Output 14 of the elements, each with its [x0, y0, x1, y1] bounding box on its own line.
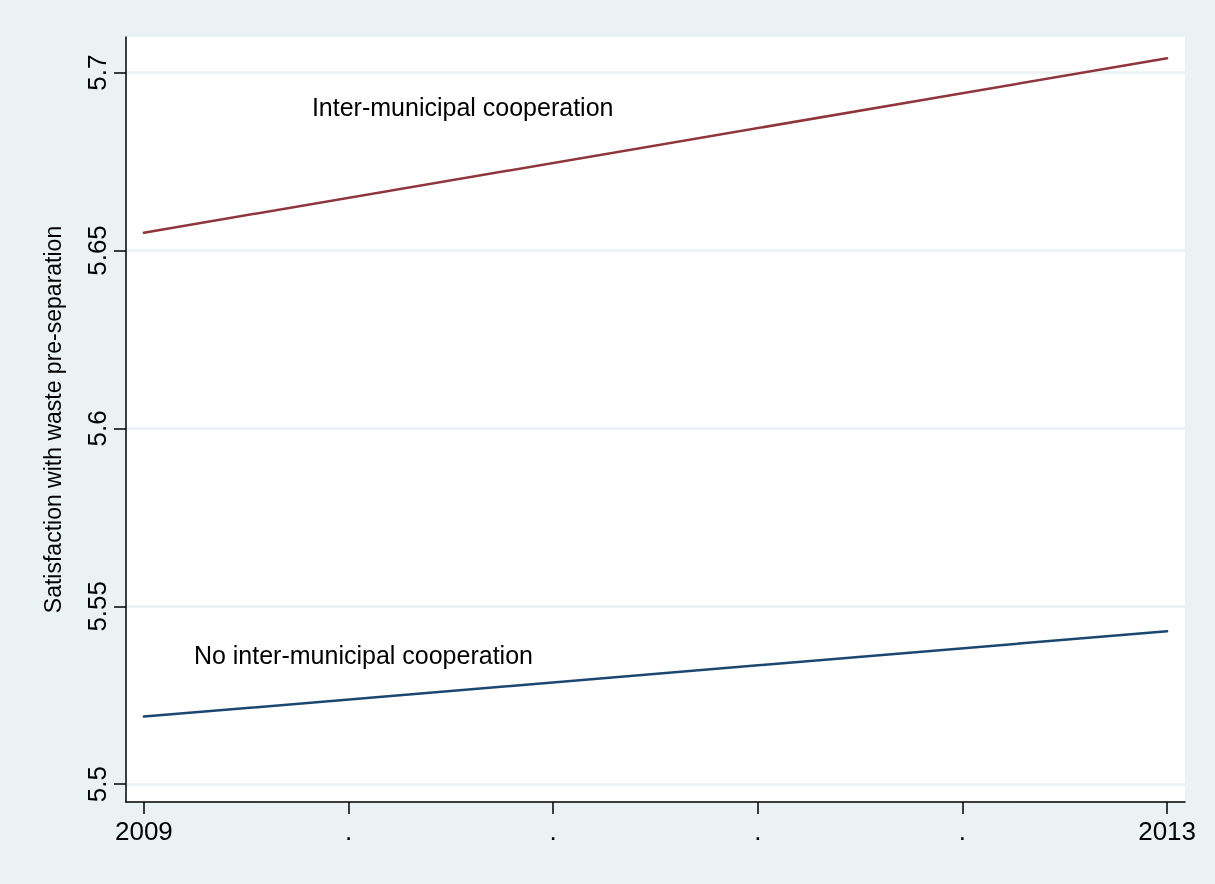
x-tick-label: . [549, 816, 557, 846]
x-tick-label: . [958, 816, 967, 846]
series-label: Inter-municipal cooperation [311, 92, 614, 121]
y-tick-label: 5.7 [82, 54, 112, 91]
y-tick-label: 5.65 [82, 225, 112, 276]
y-tick-label: 5.55 [82, 581, 112, 632]
series-label: No inter-municipal cooperation [193, 640, 533, 669]
x-tick-label: 2009 [114, 816, 173, 846]
y-tick-label: 5.6 [82, 410, 112, 447]
y-tick-label: 5.5 [82, 766, 112, 803]
x-tick-label: . [344, 816, 353, 846]
x-tick-label: 2013 [1138, 816, 1197, 846]
x-tick-label: . [754, 816, 762, 846]
y-axis-title: Satisfaction with waste pre-separation [39, 225, 66, 614]
